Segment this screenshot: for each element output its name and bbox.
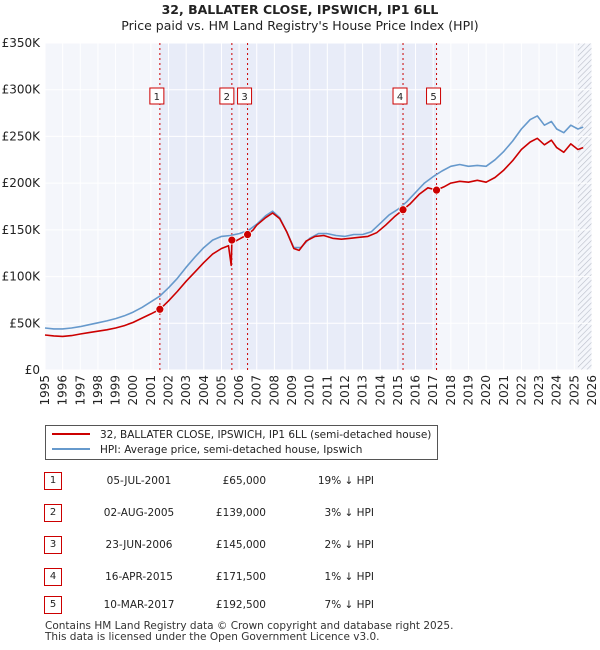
footer-licence: This data is licensed under the Open Gov…	[45, 631, 380, 643]
x-tick-label: 2005	[214, 375, 228, 406]
y-tick-label: £0	[25, 363, 40, 377]
x-tick-label: 1998	[91, 375, 105, 406]
sale-marker-box	[426, 87, 442, 105]
sale-point	[243, 230, 252, 239]
sale-point	[432, 185, 441, 195]
sale-number-badge: 1	[44, 472, 62, 490]
x-tick-label: 2013	[356, 375, 370, 406]
sale-marker-label: 1	[154, 92, 160, 103]
y-tick-label: £300K	[2, 83, 42, 97]
x-tick-label: 2026	[585, 375, 599, 406]
chart-legend: 32, BALLATER CLOSE, IPSWICH, IP1 6LL (se…	[45, 425, 438, 460]
x-tick-label: 2010	[303, 375, 317, 406]
sale-hpi-diff: 1% ↓ HPI	[324, 571, 374, 583]
chart-title: 32, BALLATER CLOSE, IPSWICH, IP1 6LL	[161, 2, 439, 17]
x-tick-label: 2018	[444, 375, 458, 406]
legend-label-hpi: HPI: Average price, semi-detached house,…	[100, 444, 363, 456]
footer-attribution: Contains HM Land Registry data © Crown c…	[45, 621, 453, 643]
sale-hpi-diff: 19% ↓ HPI	[317, 475, 374, 487]
sale-number-badge: 3	[44, 536, 62, 554]
sale-marker-label: 5	[430, 92, 436, 103]
sale-point	[398, 205, 408, 215]
sale-date: 10-MAR-2017	[103, 599, 175, 611]
x-tick-label: 2015	[391, 375, 405, 406]
sale-hpi-diff: 7% ↓ HPI	[324, 599, 374, 611]
x-tick-label: 2004	[197, 375, 211, 406]
x-tick-label: 2025	[567, 375, 581, 406]
sale-number-badge: 4	[44, 568, 62, 586]
forecast-hatched-region	[577, 43, 592, 370]
x-tick-label: 2009	[285, 375, 299, 406]
sale-price: £139,000	[215, 507, 266, 519]
sale-date: 16-APR-2015	[105, 571, 173, 583]
ownership-shaded-region	[159, 43, 437, 370]
y-tick-label: £200K	[2, 176, 42, 190]
x-tick-label: 2007	[250, 375, 264, 406]
x-tick-label: 2011	[320, 375, 334, 406]
x-tick-label: 2020	[479, 375, 493, 406]
x-tick-label: 2006	[232, 375, 246, 406]
legend-entry-hpi: HPI: Average price, semi-detached house,…	[52, 443, 362, 458]
x-tick-label: 2014	[373, 375, 387, 406]
sale-marker-box	[237, 87, 253, 105]
x-tick-label: 2017	[426, 375, 440, 406]
sale-hpi-diff: 2% ↓ HPI	[324, 539, 374, 551]
x-tick-label: 1999	[109, 375, 123, 406]
sale-point	[155, 304, 165, 314]
y-tick-label: £150K	[2, 223, 42, 237]
hpi-line	[44, 115, 584, 330]
x-tick-label: 2023	[532, 375, 546, 406]
x-tick-label: 2003	[179, 375, 193, 406]
sale-marker-box	[219, 87, 235, 105]
y-tick-label: £50K	[9, 316, 41, 330]
y-tick-label: £100K	[2, 270, 42, 284]
y-tick-label: £350K	[2, 36, 42, 50]
sale-date: 05-JUL-2001	[106, 475, 172, 487]
sale-marker-label: 2	[224, 92, 230, 103]
x-tick-label: 2024	[550, 375, 564, 406]
x-tick-label: 2012	[338, 375, 352, 406]
sale-price: £65,000	[222, 475, 266, 487]
sale-date: 23-JUN-2006	[105, 539, 173, 551]
x-tick-label: 1997	[73, 375, 87, 406]
y-tick-label: £250K	[2, 129, 42, 143]
property-price-line	[44, 137, 584, 338]
x-tick-label: 1995	[38, 375, 52, 406]
x-tick-label: 2008	[267, 375, 281, 406]
sale-marker-box	[149, 87, 165, 105]
x-tick-label: 2019	[461, 375, 475, 406]
chart-subtitle: Price paid vs. HM Land Registry's House …	[121, 18, 479, 33]
sale-point	[227, 235, 237, 245]
legend-swatch-property	[52, 433, 90, 435]
x-tick-label: 2022	[514, 375, 528, 406]
sale-price: £171,500	[215, 571, 266, 583]
sale-marker-box	[392, 87, 408, 105]
sale-marker-label: 4	[397, 92, 403, 103]
sale-number-badge: 2	[44, 504, 62, 522]
footer-copyright: Contains HM Land Registry data © Crown c…	[45, 620, 454, 632]
x-tick-label: 1996	[56, 375, 70, 406]
legend-label-property: 32, BALLATER CLOSE, IPSWICH, IP1 6LL (se…	[100, 429, 432, 441]
legend-entry-property: 32, BALLATER CLOSE, IPSWICH, IP1 6LL (se…	[52, 428, 431, 443]
price-chart: £0 £50K £100K £150K £200K £250K £300K £350K 1995…	[2, 36, 599, 406]
x-tick-label: 2002	[162, 375, 176, 406]
x-tick-label: 2021	[497, 375, 511, 406]
x-tick-label: 2001	[144, 375, 158, 406]
sale-marker-label: 3	[241, 92, 247, 103]
legend-swatch-hpi	[52, 448, 90, 450]
sale-price: £192,500	[215, 599, 266, 611]
x-tick-label: 2016	[409, 375, 423, 406]
x-tick-label: 2000	[126, 375, 140, 406]
sale-date: 02-AUG-2005	[103, 507, 175, 519]
sale-hpi-diff: 3% ↓ HPI	[324, 507, 374, 519]
sale-price: £145,000	[215, 539, 266, 551]
sale-number-badge: 5	[44, 596, 62, 614]
